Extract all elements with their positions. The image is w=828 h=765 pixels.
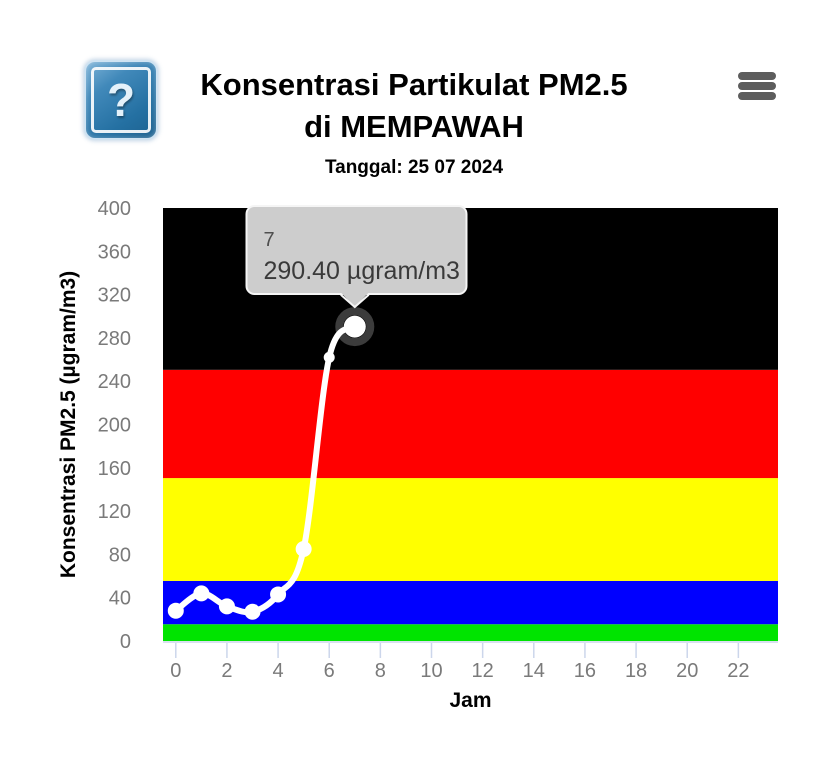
x-tick-label: 18 — [625, 660, 647, 682]
tooltip-arrow — [340, 292, 369, 307]
data-point-1[interactable] — [193, 585, 210, 602]
hamburger-menu-button[interactable] — [738, 72, 776, 102]
x-tick-label: 4 — [273, 660, 284, 682]
tooltip-arrow-border — [340, 294, 370, 309]
data-point-6[interactable] — [323, 351, 335, 363]
data-point-0[interactable] — [167, 602, 184, 619]
data-point-7[interactable] — [343, 315, 366, 338]
x-tick-label: 8 — [375, 660, 386, 682]
x-tick-label: 22 — [727, 660, 749, 682]
x-tick-label: 0 — [170, 660, 181, 682]
x-tick-label: 16 — [574, 660, 596, 682]
y-tick-label: 0 — [120, 631, 131, 653]
data-point-2[interactable] — [218, 598, 235, 615]
y-tick-label: 320 — [98, 285, 131, 307]
y-tick-label: 360 — [98, 241, 131, 263]
aqi-band-0 — [163, 624, 778, 641]
data-point-4[interactable] — [270, 586, 287, 603]
x-tick-label: 14 — [523, 660, 545, 682]
data-point-3[interactable] — [244, 603, 261, 620]
menu-bar-icon — [738, 72, 776, 80]
title-line-1: Konsentrasi Partikulat PM2.5 — [200, 67, 628, 102]
tooltip-value: 290.40 µgram/m3 — [264, 257, 460, 285]
menu-bar-icon — [738, 92, 776, 100]
menu-bar-icon — [738, 82, 776, 90]
tooltip-label: 7 — [264, 229, 275, 251]
date-subtitle: Tanggal: 25 07 2024 — [324, 157, 504, 178]
x-tick-label: 6 — [324, 660, 335, 682]
title-line-2: di MEMPAWAH — [304, 109, 524, 144]
y-tick-label: 400 — [98, 198, 131, 220]
y-tick-label: 240 — [98, 371, 131, 393]
question-mark-glyph: ? — [106, 74, 136, 126]
aqi-band-2 — [163, 478, 778, 581]
page-title: Konsentrasi Partikulat PM2.5 di MEMPAWAH — [0, 64, 828, 148]
y-tick-label: 200 — [98, 415, 131, 437]
y-tick-label: 160 — [98, 458, 131, 480]
data-point-5[interactable] — [295, 540, 312, 557]
highlight-ring — [335, 307, 375, 347]
pm25-line-chart[interactable]: 0 2 4 6 8 10 12 14 16 18 20 22 0 40 80 120 160 200 240 280 3… — [0, 190, 828, 765]
x-tick-label: 12 — [472, 660, 494, 682]
x-axis-title: Jam — [449, 689, 491, 712]
help-icon[interactable]: ? — [86, 62, 156, 138]
y-tick-label: 80 — [109, 544, 131, 566]
x-tick-label: 20 — [676, 660, 698, 682]
y-tick-label: 280 — [98, 328, 131, 350]
x-tick-label: 10 — [420, 660, 442, 682]
x-tick-label: 2 — [221, 660, 232, 682]
aqi-band-3 — [163, 369, 778, 479]
y-axis-title: Konsentrasi PM2.5 (µgram/m3) — [57, 271, 80, 578]
y-tick-label: 120 — [98, 501, 131, 523]
y-tick-label: 40 — [109, 588, 131, 610]
